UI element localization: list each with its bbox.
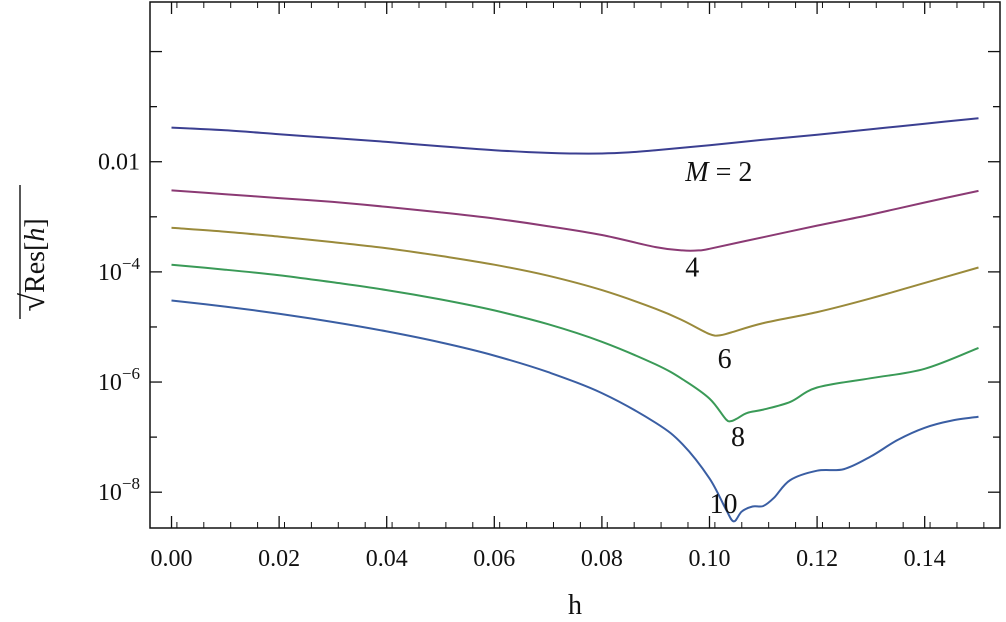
series-lines <box>171 117 979 523</box>
series-line <box>171 117 979 155</box>
y-tick-label: 10−8 <box>98 474 140 506</box>
x-tick-label: 0.00 <box>151 546 193 572</box>
x-tick-label: 0.14 <box>904 546 946 572</box>
y-axis-title-suffix: ] <box>20 218 51 227</box>
x-tick-label: 0.08 <box>581 546 623 572</box>
y-axis-title-var: h <box>20 228 51 242</box>
y-axis-title-radical: √ <box>15 293 52 312</box>
series-label: 4 <box>685 252 699 283</box>
x-tick-label: 0.12 <box>796 546 838 572</box>
y-tick-label: 10−6 <box>98 364 140 396</box>
series-label: 8 <box>731 422 745 453</box>
plot-frame <box>149 1 1001 529</box>
y-tick-label: 10−4 <box>98 254 141 286</box>
y-axis-title: √Res[h] <box>15 185 52 319</box>
y-tick-label: 0.01 <box>98 150 140 176</box>
series-line <box>171 189 979 252</box>
series-line <box>171 263 979 423</box>
svg-text:√Res[h]: √Res[h] <box>15 218 52 311</box>
axis-ticks <box>149 2 1000 528</box>
series-labels: 0.00 0.02 0.04 0.06 0.08 0.10 0.12 0.14 0.01 10−4… <box>98 150 946 572</box>
series-line <box>171 299 979 523</box>
series-line <box>171 226 979 337</box>
y-axis-title-prefix: Res[ <box>20 242 51 293</box>
series-label: M = 2 <box>684 157 752 188</box>
x-tick-label: 0.04 <box>366 546 408 572</box>
series-label: 6 <box>718 344 732 375</box>
series-label: 10 <box>709 489 737 520</box>
x-tick-label: 0.02 <box>258 546 300 572</box>
x-tick-label: 0.10 <box>688 546 730 572</box>
x-tick-label: 0.06 <box>473 546 515 572</box>
x-axis-title: h <box>568 590 582 621</box>
